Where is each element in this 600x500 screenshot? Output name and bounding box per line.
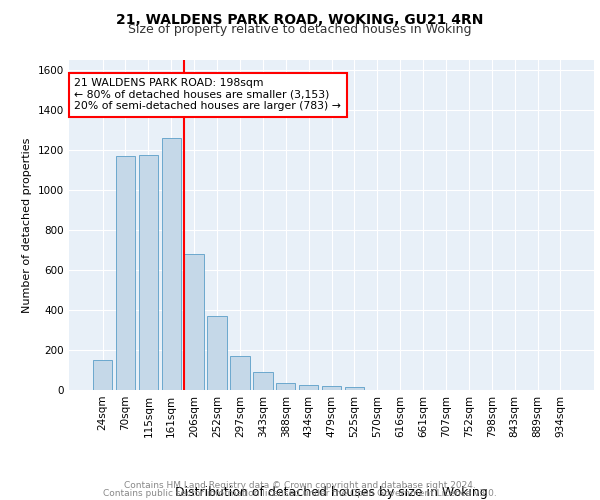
Text: 21, WALDENS PARK ROAD, WOKING, GU21 4RN: 21, WALDENS PARK ROAD, WOKING, GU21 4RN bbox=[116, 12, 484, 26]
Bar bbox=[184, 254, 204, 390]
Bar bbox=[299, 385, 319, 390]
Text: 21 WALDENS PARK ROAD: 198sqm
← 80% of detached houses are smaller (3,153)
20% of: 21 WALDENS PARK ROAD: 198sqm ← 80% of de… bbox=[74, 78, 341, 112]
Bar bbox=[344, 387, 364, 390]
Bar bbox=[208, 316, 227, 390]
Bar bbox=[276, 383, 295, 390]
Bar bbox=[230, 356, 250, 390]
Y-axis label: Number of detached properties: Number of detached properties bbox=[22, 138, 32, 312]
X-axis label: Distribution of detached houses by size in Woking: Distribution of detached houses by size … bbox=[175, 486, 488, 498]
Bar bbox=[139, 155, 158, 390]
Text: Size of property relative to detached houses in Woking: Size of property relative to detached ho… bbox=[128, 22, 472, 36]
Bar bbox=[322, 386, 341, 390]
Bar bbox=[161, 138, 181, 390]
Bar bbox=[116, 156, 135, 390]
Bar bbox=[253, 372, 272, 390]
Text: Contains HM Land Registry data © Crown copyright and database right 2024.: Contains HM Land Registry data © Crown c… bbox=[124, 481, 476, 490]
Text: Contains public sector information licensed under the Open Government Licence v3: Contains public sector information licen… bbox=[103, 488, 497, 498]
Bar bbox=[93, 360, 112, 390]
